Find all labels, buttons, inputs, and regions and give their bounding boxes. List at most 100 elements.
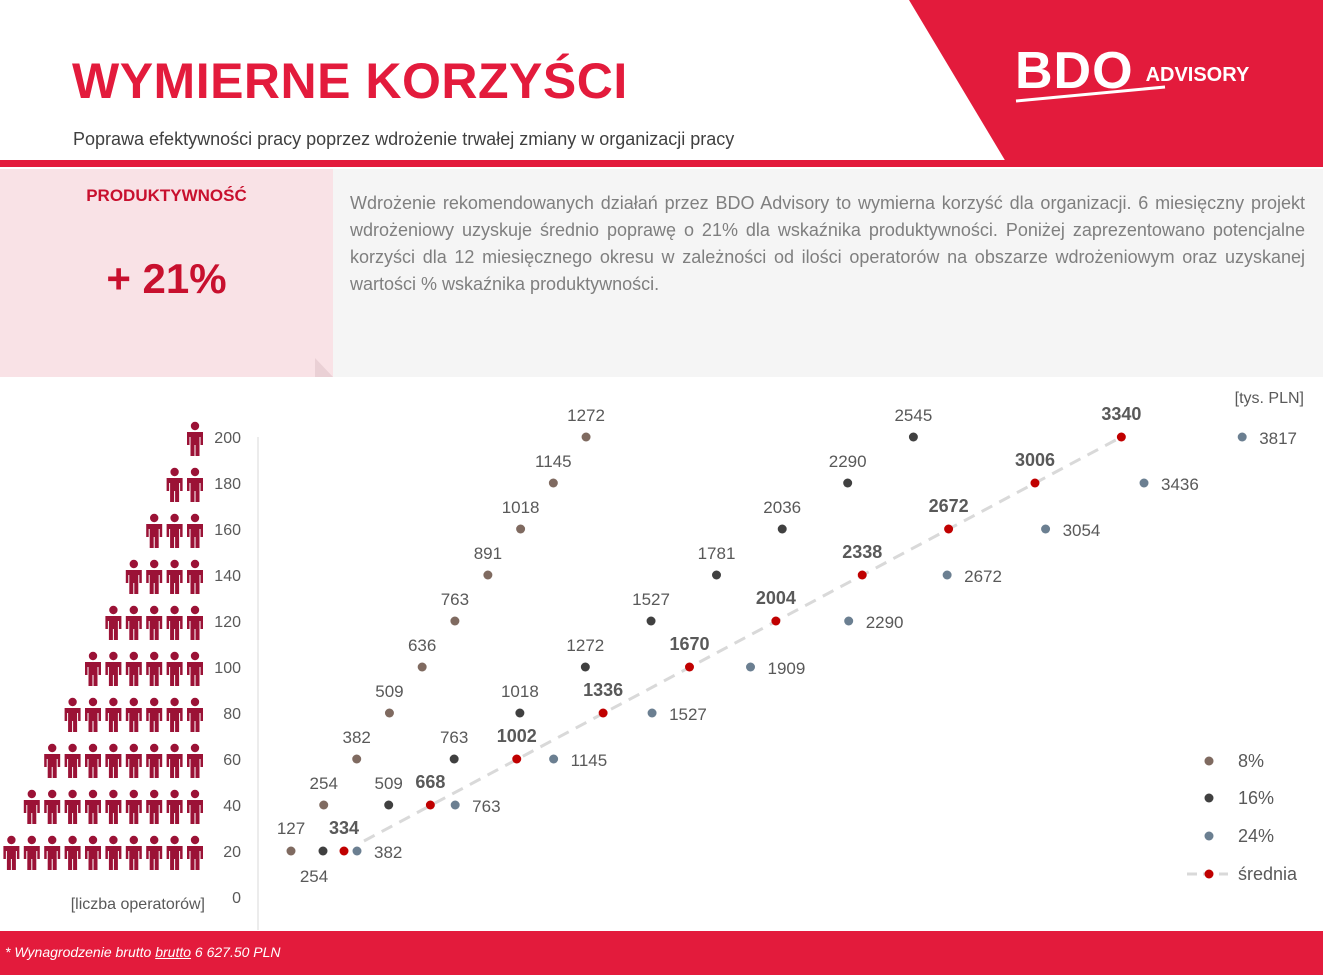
data-label-średnia: 3006 bbox=[1015, 450, 1055, 470]
data-label-16%: 1527 bbox=[632, 590, 670, 609]
logo-swoosh bbox=[1015, 85, 1166, 103]
y-tick-label: 180 bbox=[214, 476, 241, 493]
person-icon bbox=[125, 605, 142, 640]
data-label-16%: 1781 bbox=[698, 544, 736, 563]
data-point-16% bbox=[384, 800, 394, 810]
y-tick-label: 40 bbox=[223, 798, 241, 815]
person-icon bbox=[85, 697, 101, 732]
data-point-24% bbox=[1139, 478, 1149, 488]
data-label-8%: 127 bbox=[277, 819, 305, 838]
data-label-8%: 891 bbox=[474, 544, 502, 563]
data-point-24% bbox=[1041, 524, 1051, 534]
unit-label: [tys. PLN] bbox=[1235, 390, 1304, 407]
data-point-16% bbox=[908, 432, 918, 442]
data-point-8% bbox=[581, 432, 591, 442]
person-icon bbox=[85, 743, 101, 778]
person-icon bbox=[166, 697, 183, 732]
footer-note-suffix: 6 627.50 PLN bbox=[191, 944, 281, 960]
person-icon bbox=[125, 651, 142, 686]
footer-note-underlined: brutto bbox=[155, 944, 192, 960]
legend-marker-średnia bbox=[1204, 869, 1214, 879]
legend-marker-8% bbox=[1204, 756, 1214, 766]
legend-marker-24% bbox=[1204, 831, 1214, 841]
data-point-8% bbox=[352, 754, 362, 764]
data-label-24%: 3817 bbox=[1259, 429, 1297, 448]
data-point-8% bbox=[516, 524, 526, 534]
data-label-16%: 1018 bbox=[501, 682, 539, 701]
data-label-16%: 763 bbox=[440, 728, 468, 747]
data-point-24% bbox=[647, 708, 657, 718]
data-point-8% bbox=[384, 708, 394, 718]
person-icon bbox=[3, 835, 20, 870]
data-label-24%: 3054 bbox=[1063, 521, 1101, 540]
data-point-16% bbox=[515, 708, 525, 718]
person-icon bbox=[187, 513, 203, 548]
data-point-16% bbox=[580, 662, 590, 672]
description-panel bbox=[333, 169, 1323, 377]
data-label-średnia: 3340 bbox=[1101, 404, 1141, 424]
legend-marker-16% bbox=[1204, 793, 1214, 803]
kpi-value: + 21% bbox=[106, 255, 227, 302]
person-icon bbox=[44, 743, 61, 778]
data-label-8%: 636 bbox=[408, 636, 436, 655]
data-label-16%: 509 bbox=[375, 774, 403, 793]
data-label-16%: 2545 bbox=[894, 406, 932, 425]
person-icon bbox=[187, 651, 203, 686]
data-point-średnia bbox=[598, 708, 608, 718]
person-icon bbox=[146, 651, 163, 686]
person-icon bbox=[146, 605, 163, 640]
data-point-24% bbox=[746, 662, 756, 672]
data-point-16% bbox=[843, 478, 853, 488]
person-icon bbox=[166, 743, 183, 778]
data-label-24%: 2290 bbox=[866, 613, 904, 632]
header-red-shape bbox=[909, 0, 1323, 167]
data-label-16%: 2036 bbox=[763, 498, 801, 517]
person-icon bbox=[166, 789, 183, 824]
data-point-16% bbox=[712, 570, 722, 580]
data-label-8%: 1272 bbox=[567, 406, 605, 425]
person-icon bbox=[146, 743, 163, 778]
legend-label: średnia bbox=[1238, 864, 1298, 884]
data-point-średnia bbox=[1030, 478, 1040, 488]
data-point-8% bbox=[548, 478, 558, 488]
person-icon bbox=[23, 789, 40, 824]
person-icon bbox=[187, 605, 203, 640]
person-icon bbox=[125, 835, 142, 870]
data-point-średnia bbox=[857, 570, 867, 580]
person-icon bbox=[166, 835, 183, 870]
person-icon bbox=[44, 835, 61, 870]
y-axis-label: [liczba operatorów] bbox=[71, 896, 205, 913]
page-title: WYMIERNE KORZYŚCI bbox=[72, 53, 628, 109]
data-point-16% bbox=[318, 846, 328, 856]
data-point-24% bbox=[352, 846, 362, 856]
data-label-średnia: 1336 bbox=[583, 680, 623, 700]
data-point-średnia bbox=[684, 662, 694, 672]
person-icon bbox=[105, 789, 122, 824]
data-label-średnia: 2672 bbox=[929, 496, 969, 516]
person-icon bbox=[166, 513, 183, 548]
y-tick-label: 60 bbox=[223, 752, 241, 769]
average-trend-line bbox=[363, 435, 1123, 843]
person-icon bbox=[64, 697, 81, 732]
person-icon bbox=[187, 559, 203, 594]
data-label-8%: 509 bbox=[375, 682, 403, 701]
person-icon bbox=[125, 697, 142, 732]
data-point-średnia bbox=[425, 800, 435, 810]
y-tick-label: 80 bbox=[223, 706, 241, 723]
person-icon bbox=[64, 789, 81, 824]
data-label-24%: 382 bbox=[374, 843, 402, 862]
data-point-średnia bbox=[944, 524, 954, 534]
person-icon bbox=[187, 421, 203, 456]
data-label-8%: 1145 bbox=[535, 452, 572, 471]
person-icon bbox=[187, 789, 203, 824]
data-point-8% bbox=[417, 662, 427, 672]
data-point-24% bbox=[450, 800, 460, 810]
data-point-średnia bbox=[339, 846, 349, 856]
data-label-16%: 254 bbox=[300, 867, 328, 886]
footer-bar bbox=[0, 931, 1323, 975]
person-icon bbox=[187, 743, 203, 778]
data-label-24%: 1527 bbox=[669, 705, 707, 724]
logo-bdo-text: BDO bbox=[1015, 42, 1134, 100]
data-label-średnia: 334 bbox=[329, 818, 359, 838]
data-point-8% bbox=[286, 846, 296, 856]
